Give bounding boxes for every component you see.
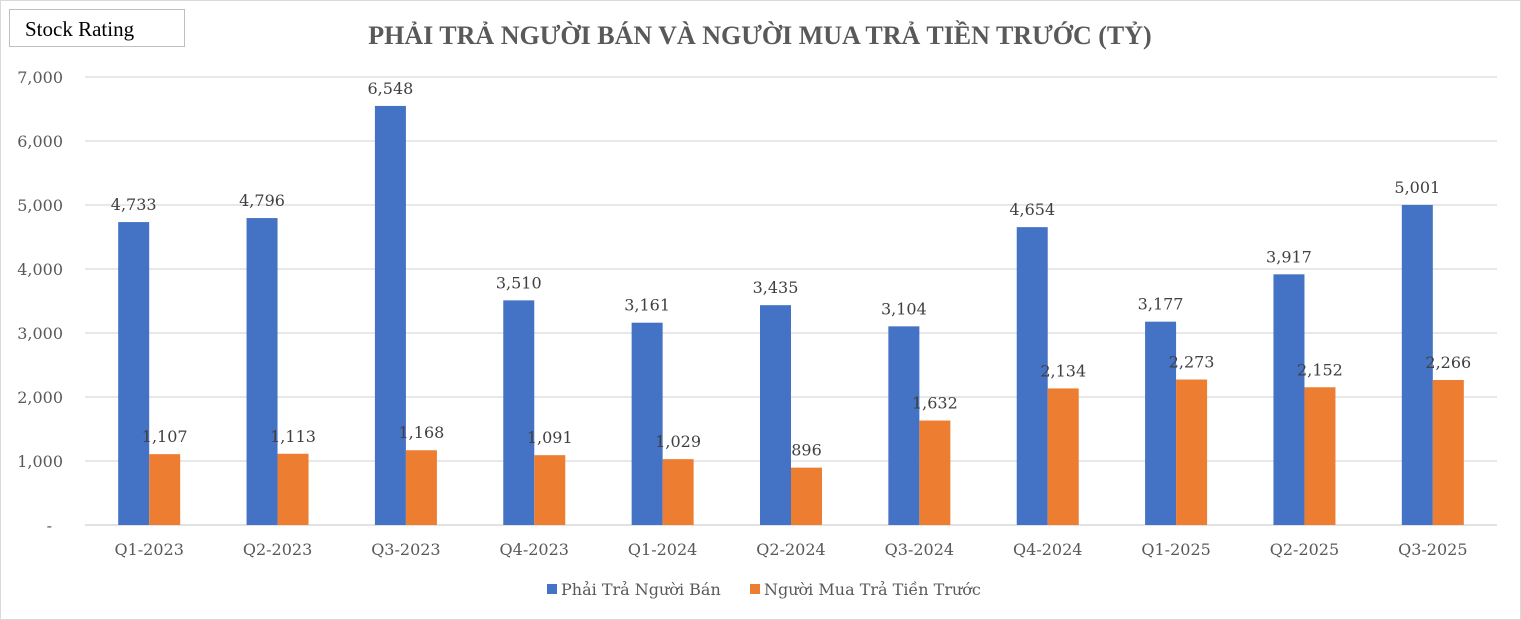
data-label: 2,273 [1169,353,1215,372]
legend-label: Người Mua Trả Tiền Trước [764,580,981,599]
bar-phai-tra-nguoi-ban [1273,274,1305,525]
bar-nguoi-mua-tra-tien-truoc [919,420,951,525]
bar-nguoi-mua-tra-tien-truoc [277,453,309,525]
y-tick-label: 5,000 [17,196,63,215]
bar-phai-tra-nguoi-ban [888,326,920,525]
stock-rating-badge: Stock Rating [9,9,185,47]
x-tick-label: Q2-2024 [756,540,825,559]
legend-swatch [547,584,557,594]
y-tick-label: 7,000 [17,68,63,87]
bar-nguoi-mua-tra-tien-truoc [1047,388,1079,525]
bar-phai-tra-nguoi-ban [374,105,406,525]
bar-nguoi-mua-tra-tien-truoc [405,450,437,525]
bar-nguoi-mua-tra-tien-truoc [1432,379,1464,525]
bar-phai-tra-nguoi-ban [1145,321,1177,525]
data-label: 3,161 [624,296,670,315]
bar-nguoi-mua-tra-tien-truoc [1176,379,1208,525]
bar-phai-tra-nguoi-ban [1016,227,1048,526]
legend-label: Phải Trả Người Bán [561,580,721,599]
data-label: 3,177 [1138,295,1184,314]
bar-nguoi-mua-tra-tien-truoc [662,459,694,525]
data-label: 5,001 [1394,178,1440,197]
x-tick-label: Q3-2023 [371,540,440,559]
x-tick-label: Q3-2024 [885,540,954,559]
x-tick-label: Q2-2023 [243,540,312,559]
y-tick-label: 4,000 [17,260,63,279]
x-tick-label: Q4-2024 [1013,540,1082,559]
data-label: 1,091 [527,428,573,447]
bar-phai-tra-nguoi-ban [503,300,535,525]
data-label: 4,733 [111,195,157,214]
data-label: 3,917 [1266,247,1312,266]
bar-nguoi-mua-tra-tien-truoc [791,467,822,525]
bar-phai-tra-nguoi-ban [760,305,791,525]
data-label: 4,796 [239,191,285,210]
data-label: 1,168 [399,423,445,442]
bar-phai-tra-nguoi-ban [118,222,150,525]
x-tick-label: Q3-2025 [1398,540,1467,559]
y-tick-label: - [47,516,52,535]
x-tick-label: Q1-2025 [1141,540,1210,559]
data-label: 2,134 [1040,361,1086,380]
bar-phai-tra-nguoi-ban [1401,204,1433,525]
y-tick-label: 2,000 [17,388,63,407]
bar-phai-tra-nguoi-ban [631,322,663,525]
data-label: 3,510 [496,273,542,292]
data-label: 1,107 [142,427,188,446]
data-label: 2,152 [1297,360,1343,379]
bar-nguoi-mua-tra-tien-truoc [534,455,566,525]
y-tick-label: 6,000 [17,132,63,151]
chart-title: PHẢI TRẢ NGƯỜI BÁN VÀ NGƯỜI MUA TRẢ TIỀN… [368,21,1151,50]
data-label: 1,029 [655,432,701,451]
legend-swatch [750,584,760,594]
data-label: 1,113 [270,427,316,446]
data-label: 1,632 [912,394,958,413]
x-tick-label: Q2-2025 [1270,540,1339,559]
data-label: 2,266 [1425,353,1471,372]
data-label: 3,435 [753,278,799,297]
x-tick-label: Q4-2023 [500,540,569,559]
data-label: 3,104 [881,299,927,318]
x-tick-label: Q1-2023 [114,540,183,559]
bar-nguoi-mua-tra-tien-truoc [149,454,181,525]
data-label: 896 [791,441,822,460]
bar-phai-tra-nguoi-ban [246,218,278,525]
data-label: 4,654 [1009,200,1055,219]
x-tick-label: Q1-2024 [628,540,697,559]
y-tick-label: 1,000 [17,452,63,471]
data-label: 6,548 [368,79,414,98]
y-tick-label: 3,000 [17,324,63,343]
bar-nguoi-mua-tra-tien-truoc [1304,387,1336,525]
